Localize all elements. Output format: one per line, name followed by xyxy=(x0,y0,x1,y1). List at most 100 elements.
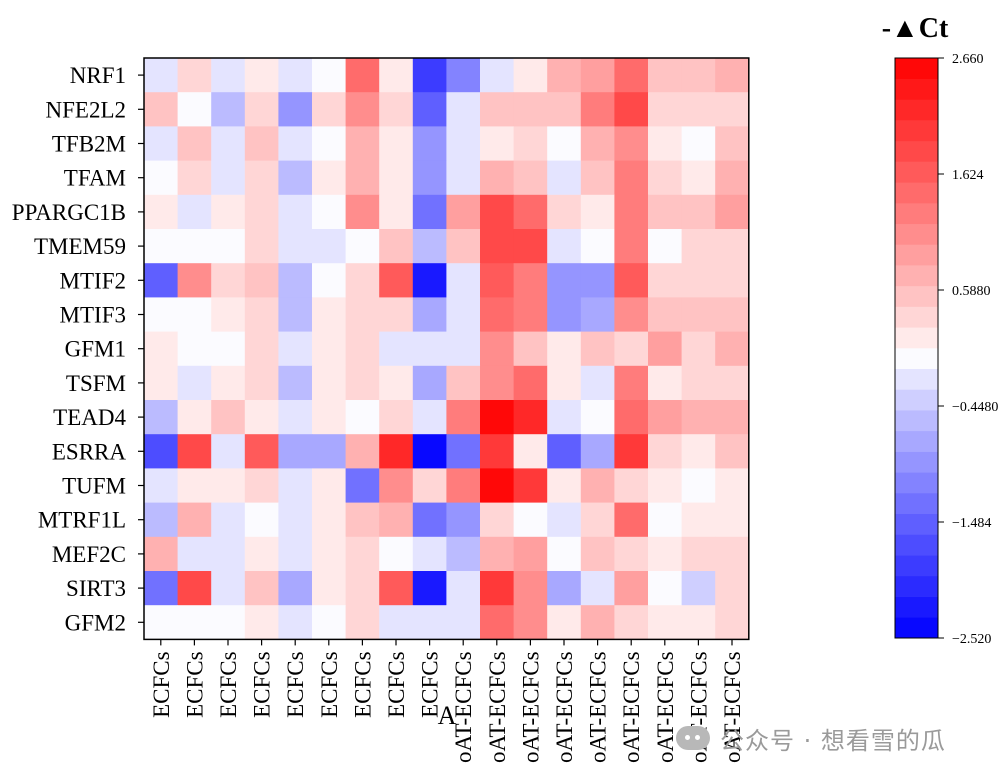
heatmap-cell xyxy=(480,331,514,367)
heatmap-cell xyxy=(614,400,649,435)
heatmap-cell xyxy=(580,365,615,401)
heatmap-cell xyxy=(177,605,212,640)
heatmap-cell xyxy=(312,331,346,367)
heatmap-cell xyxy=(648,502,682,538)
y-tick-label: ESRRA xyxy=(52,439,127,464)
x-tick-label: oAT-ECFCs xyxy=(720,651,745,763)
heatmap-cell xyxy=(580,331,615,367)
heatmap-cell xyxy=(715,297,750,332)
heatmap-cell xyxy=(614,126,649,161)
heatmap-cell xyxy=(211,263,246,298)
heatmap-cell xyxy=(480,229,514,264)
heatmap-cell xyxy=(345,571,380,606)
heatmap-cell xyxy=(580,297,615,332)
heatmap-cell xyxy=(177,536,212,572)
colorbar: 2.660 1.624 0.5880 −0.4480 −1.484 −2.520 -▲Ct xyxy=(882,13,999,647)
heatmap-cell xyxy=(513,468,548,503)
heatmap-cell xyxy=(177,160,212,196)
heatmap-cell xyxy=(144,160,178,196)
y-tick-label: TUFM xyxy=(62,474,126,499)
heatmap-cell xyxy=(480,434,514,469)
heatmap-cell xyxy=(144,194,178,230)
heatmap-cell xyxy=(480,126,514,161)
heatmap-cell xyxy=(681,297,716,332)
heatmap-cell xyxy=(446,468,481,503)
heatmap-cell xyxy=(312,434,346,469)
heatmap-cell xyxy=(244,434,279,469)
x-tick-label: ECFCs xyxy=(216,651,241,718)
colorbar-segment xyxy=(895,451,938,473)
heatmap-cell xyxy=(211,160,246,196)
heatmap-cell xyxy=(278,468,313,503)
heatmap-cell xyxy=(715,502,750,538)
heatmap-cell xyxy=(379,468,414,503)
heatmap-cell xyxy=(446,263,481,298)
heatmap-cell xyxy=(681,434,716,469)
heatmap-cell xyxy=(715,58,750,93)
colorbar-title: -▲Ct xyxy=(882,13,949,44)
heatmap-cell xyxy=(580,400,615,435)
heatmap-cell xyxy=(648,365,682,401)
heatmap-cell xyxy=(715,194,750,230)
heatmap-cell xyxy=(681,229,716,264)
heatmap-cell xyxy=(513,502,548,538)
heatmap-cell xyxy=(681,502,716,538)
heatmap-cell xyxy=(312,58,346,93)
heatmap-cell xyxy=(177,263,212,298)
y-tick-label: TFAM xyxy=(64,166,126,191)
x-tick-label: ECFCs xyxy=(182,651,207,718)
heatmap-cell xyxy=(547,365,582,401)
heatmap-cell xyxy=(379,605,414,640)
heatmap-cell xyxy=(648,58,682,93)
colorbar-tick-label: −2.520 xyxy=(952,632,991,647)
heatmap-cell xyxy=(547,536,582,572)
heatmap-cell xyxy=(580,536,615,572)
heatmap-cell xyxy=(244,263,279,298)
heatmap-cell xyxy=(312,536,346,572)
heatmap-cell xyxy=(278,605,313,640)
heatmap-cell xyxy=(177,571,212,606)
heatmap-cell xyxy=(547,400,582,435)
heatmap-cell xyxy=(345,502,380,538)
x-tick-label: ECFCs xyxy=(317,651,342,718)
heatmap-cell xyxy=(580,434,615,469)
heatmap-cell xyxy=(513,126,548,161)
heatmap-cell xyxy=(681,400,716,435)
heatmap-cell xyxy=(312,468,346,503)
heatmap-cell xyxy=(177,365,212,401)
heatmap-cell xyxy=(580,571,615,606)
heatmap-cell xyxy=(480,502,514,538)
heatmap-cell xyxy=(211,400,246,435)
heatmap-cell xyxy=(278,571,313,606)
colorbar-segment xyxy=(895,58,938,80)
heatmap-cell xyxy=(312,571,346,606)
x-tick-label: ECFCs xyxy=(350,651,375,718)
heatmap-cell xyxy=(614,468,649,503)
heatmap-cell xyxy=(177,297,212,332)
heatmap-cell xyxy=(379,229,414,264)
heatmap-cell xyxy=(379,194,414,230)
heatmap-cell xyxy=(412,297,447,332)
heatmap-cell xyxy=(513,605,548,640)
heatmap-cell xyxy=(278,502,313,538)
x-tick-label: ECFCs xyxy=(250,651,275,718)
heatmap-cell xyxy=(278,229,313,264)
heatmap-cell xyxy=(211,502,246,538)
heatmap-cell xyxy=(446,229,481,264)
heatmap-cell xyxy=(211,297,246,332)
heatmap-cell xyxy=(244,400,279,435)
heatmap-cell xyxy=(513,536,548,572)
heatmap-cell xyxy=(177,92,212,127)
heatmap-cell xyxy=(278,297,313,332)
heatmap-cell xyxy=(715,536,750,572)
heatmap-cell xyxy=(412,502,447,538)
y-tick-label: TFB2M xyxy=(52,132,126,157)
heatmap-cell xyxy=(614,229,649,264)
colorbar-segment xyxy=(895,513,938,535)
heatmap-cell xyxy=(648,605,682,640)
heatmap-cell xyxy=(345,126,380,161)
colorbar-segment xyxy=(895,575,938,597)
heatmap-cell xyxy=(681,160,716,196)
heatmap-cell xyxy=(144,468,178,503)
heatmap-cell xyxy=(513,331,548,367)
